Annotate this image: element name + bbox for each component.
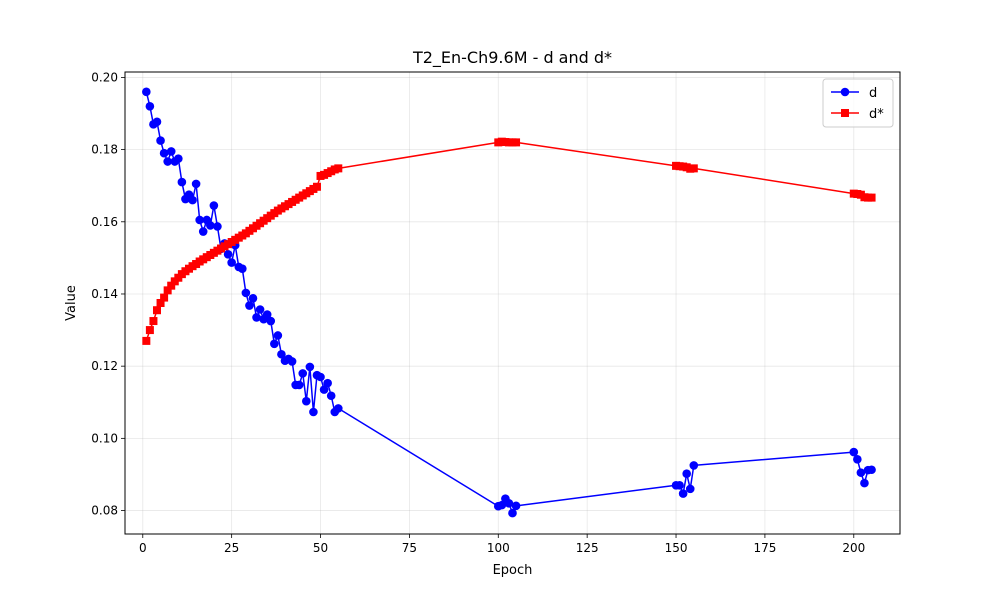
y-tick-label: 0.10 [91,431,118,445]
x-tick-label: 125 [576,541,599,555]
data-point [198,227,208,236]
data-point [188,195,197,205]
legend-marker [841,109,849,117]
data-point [174,154,183,163]
x-tick-label: 50 [313,541,328,555]
data-point [255,305,265,314]
data-point [508,508,517,518]
data-point [302,396,311,406]
data-point [152,306,161,315]
data-point [511,501,521,511]
data-point [860,478,869,488]
chart-title: T2_En-Ch9.6M - d and d* [412,48,612,68]
data-point [849,447,859,457]
data-point [149,317,158,326]
x-axis-label: Epoch [493,563,533,578]
y-tick-label: 0.12 [91,359,118,373]
data-point [504,499,514,508]
y-tick-label: 0.16 [91,215,118,229]
data-point [678,489,688,498]
y-axis-label: Value [64,285,79,321]
legend-box [822,78,894,128]
data-point [177,177,187,187]
data-point [312,182,321,191]
data-point [277,349,286,359]
x-tick-label: 150 [665,541,688,555]
data-point [142,87,151,97]
data-point [145,326,154,335]
data-point [682,469,691,479]
data-point [152,117,162,127]
data-point [512,138,521,147]
data-point [248,294,258,303]
x-tick-label: 200 [842,541,865,555]
data-point [167,281,176,290]
data-point [867,193,876,202]
data-point [294,380,304,390]
plot-series [142,87,876,518]
data-point [298,369,308,378]
x-tick-label: 25 [224,541,239,555]
legend-label: d [869,86,877,101]
data-point [675,480,684,490]
data-point [287,357,297,366]
data-point [319,385,329,394]
data-point [159,148,169,158]
x-tick-label: 100 [487,541,510,555]
data-point [245,301,254,310]
data-point [142,336,151,345]
data-point [266,316,276,326]
data-point [191,179,201,189]
y-tick-label: 0.18 [91,143,118,157]
y-tick-label: 0.14 [91,287,118,301]
legend: d d* [822,78,894,128]
data-point [227,258,236,267]
data-point [156,299,165,307]
data-point [206,221,215,230]
x-tick-label: 75 [402,541,417,555]
data-point [305,362,315,372]
data-point [685,484,695,494]
data-point [867,465,876,475]
y-tick-label: 0.08 [91,504,118,518]
data-point [270,339,279,349]
data-point [689,164,698,173]
data-point [160,293,169,302]
data-point [262,310,272,319]
data-point [241,288,251,298]
legend-label: d* [869,107,884,122]
series-d [142,87,876,518]
axis-ticks: 0 25 50 75 100 125 150 175 200 0.08 0.10 0.12 0.14 0.… [91,70,865,555]
data-point [309,407,318,417]
data-point [323,378,332,388]
y-tick-label: 0.20 [91,70,118,84]
data-point [156,136,165,145]
data-point [209,201,219,210]
data-point [163,286,172,295]
data-point [238,264,247,274]
data-point [334,404,343,413]
data-point [497,500,507,510]
data-point [213,222,222,231]
x-tick-label: 0 [139,541,147,555]
data-point [853,454,862,464]
data-point [326,391,336,401]
data-point [163,157,172,166]
data-point [145,101,155,111]
data-point [334,164,343,173]
data-point [273,331,283,340]
data-point [689,461,699,470]
plot-frame [124,71,901,535]
data-point [223,249,233,259]
legend-marker [840,87,850,97]
data-point [252,313,261,322]
data-point [195,215,204,225]
data-point [166,147,176,156]
data-point [316,372,325,382]
series-d-star [142,137,876,345]
x-tick-label: 175 [753,541,776,555]
data-point [856,468,866,477]
